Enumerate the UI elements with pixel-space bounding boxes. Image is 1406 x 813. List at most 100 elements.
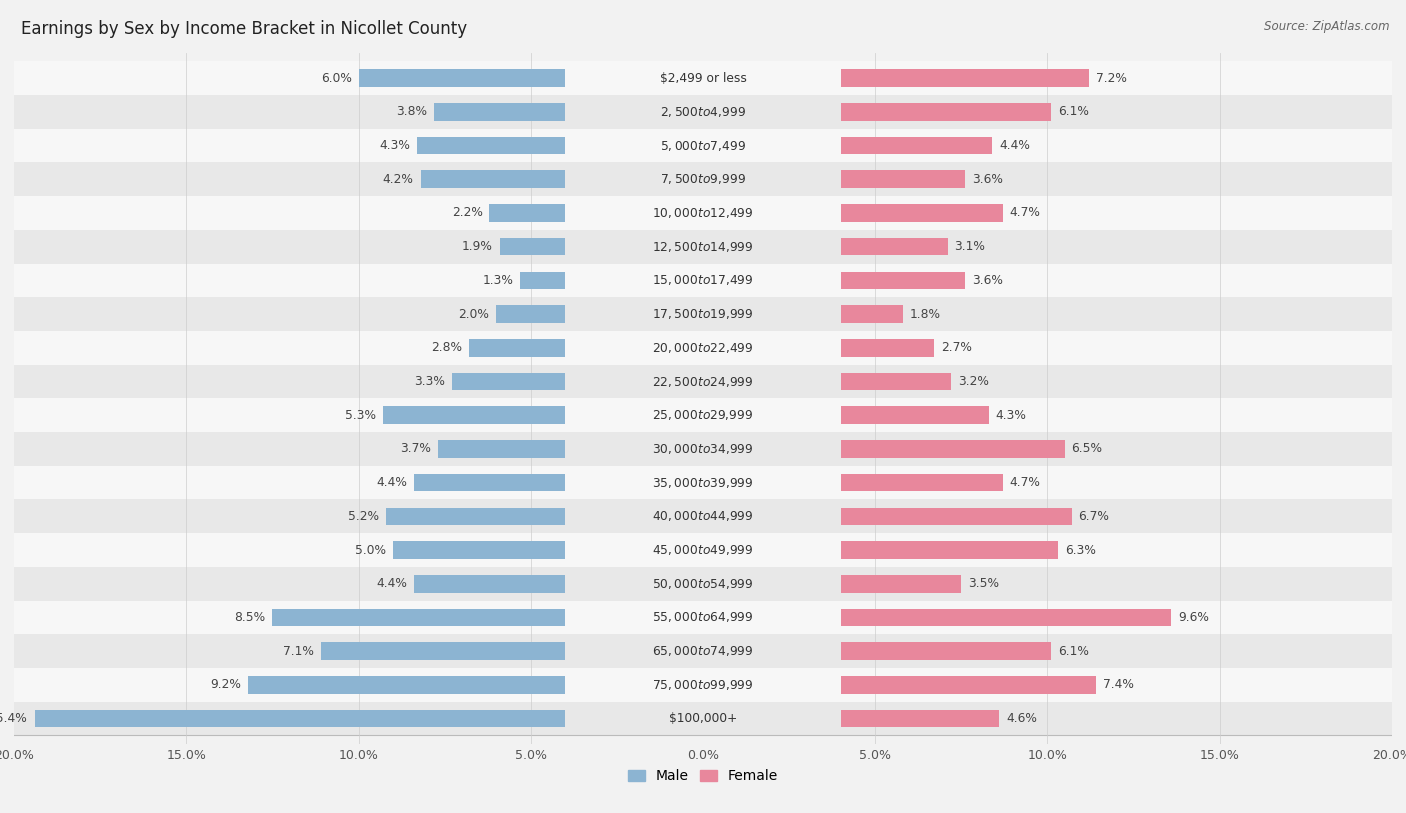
Text: 4.6%: 4.6% [1007,712,1038,725]
Text: 6.1%: 6.1% [1057,645,1088,658]
Text: 6.1%: 6.1% [1057,106,1088,119]
Text: $20,000 to $22,499: $20,000 to $22,499 [652,341,754,354]
Bar [434,103,565,120]
Bar [841,676,1095,693]
Bar [14,128,1392,163]
Text: 5.2%: 5.2% [349,510,380,523]
Bar [14,466,1392,499]
Bar [496,306,565,323]
Text: 3.3%: 3.3% [413,375,444,388]
Text: $65,000 to $74,999: $65,000 to $74,999 [652,644,754,659]
Bar [841,609,1171,626]
Text: $2,500 to $4,999: $2,500 to $4,999 [659,105,747,119]
Bar [841,69,1088,87]
Bar [249,676,565,693]
Text: 6.3%: 6.3% [1064,544,1095,557]
Text: $45,000 to $49,999: $45,000 to $49,999 [652,543,754,557]
Text: 4.3%: 4.3% [995,409,1026,422]
Bar [14,668,1392,702]
Text: $12,500 to $14,999: $12,500 to $14,999 [652,240,754,254]
Bar [14,365,1392,398]
Bar [14,567,1392,601]
Bar [841,238,948,255]
Text: Earnings by Sex by Income Bracket in Nicollet County: Earnings by Sex by Income Bracket in Nic… [21,20,467,38]
Bar [841,406,988,424]
Text: 4.4%: 4.4% [375,577,406,590]
Text: 5.0%: 5.0% [356,544,387,557]
Bar [841,440,1064,458]
Bar [14,601,1392,634]
Bar [841,137,993,154]
Text: $5,000 to $7,499: $5,000 to $7,499 [659,138,747,153]
Bar [841,541,1057,559]
Bar [413,575,565,593]
Bar [14,432,1392,466]
Text: $7,500 to $9,999: $7,500 to $9,999 [659,172,747,186]
Text: 4.7%: 4.7% [1010,476,1040,489]
Bar [387,507,565,525]
Text: 6.5%: 6.5% [1071,442,1102,455]
Text: $25,000 to $29,999: $25,000 to $29,999 [652,408,754,422]
Bar [420,171,565,188]
Bar [392,541,565,559]
Bar [14,634,1392,668]
Bar [14,61,1392,95]
Text: 6.7%: 6.7% [1078,510,1109,523]
Legend: Male, Female: Male, Female [623,763,783,789]
Text: $30,000 to $34,999: $30,000 to $34,999 [652,442,754,456]
Text: 9.2%: 9.2% [211,678,242,691]
Text: 2.0%: 2.0% [458,307,489,320]
Text: 15.4%: 15.4% [0,712,28,725]
Bar [14,331,1392,365]
Text: 4.3%: 4.3% [380,139,411,152]
Bar [418,137,565,154]
Bar [520,272,565,289]
Bar [841,575,962,593]
Text: $15,000 to $17,499: $15,000 to $17,499 [652,273,754,287]
Bar [841,507,1071,525]
Bar [14,163,1392,196]
Bar [841,171,965,188]
Text: $2,499 or less: $2,499 or less [659,72,747,85]
Bar [14,263,1392,298]
Text: $35,000 to $39,999: $35,000 to $39,999 [652,476,754,489]
Bar [14,95,1392,128]
Bar [841,642,1050,660]
Text: 3.8%: 3.8% [396,106,427,119]
Bar [14,196,1392,230]
Bar [451,372,565,390]
Bar [841,272,965,289]
Bar [841,339,934,357]
Text: 8.5%: 8.5% [235,611,266,624]
Text: $75,000 to $99,999: $75,000 to $99,999 [652,678,754,692]
Bar [273,609,565,626]
Text: $100,000+: $100,000+ [669,712,737,725]
Bar [14,298,1392,331]
Bar [14,230,1392,263]
Text: 1.8%: 1.8% [910,307,941,320]
Text: $40,000 to $44,999: $40,000 to $44,999 [652,510,754,524]
Text: 2.2%: 2.2% [451,207,482,220]
Bar [321,642,565,660]
Bar [382,406,565,424]
Text: 4.7%: 4.7% [1010,207,1040,220]
Bar [841,474,1002,491]
Text: $55,000 to $64,999: $55,000 to $64,999 [652,611,754,624]
Bar [468,339,565,357]
Bar [841,372,950,390]
Bar [413,474,565,491]
Text: 3.2%: 3.2% [957,375,988,388]
Text: 3.6%: 3.6% [972,172,1002,185]
Bar [14,533,1392,567]
Bar [14,499,1392,533]
Text: $50,000 to $54,999: $50,000 to $54,999 [652,576,754,591]
Text: 7.4%: 7.4% [1102,678,1133,691]
Text: 7.2%: 7.2% [1095,72,1126,85]
Text: 7.1%: 7.1% [283,645,314,658]
Bar [35,710,565,728]
Text: $17,500 to $19,999: $17,500 to $19,999 [652,307,754,321]
Bar [499,238,565,255]
Bar [14,398,1392,432]
Text: 1.3%: 1.3% [482,274,513,287]
Text: 4.4%: 4.4% [375,476,406,489]
